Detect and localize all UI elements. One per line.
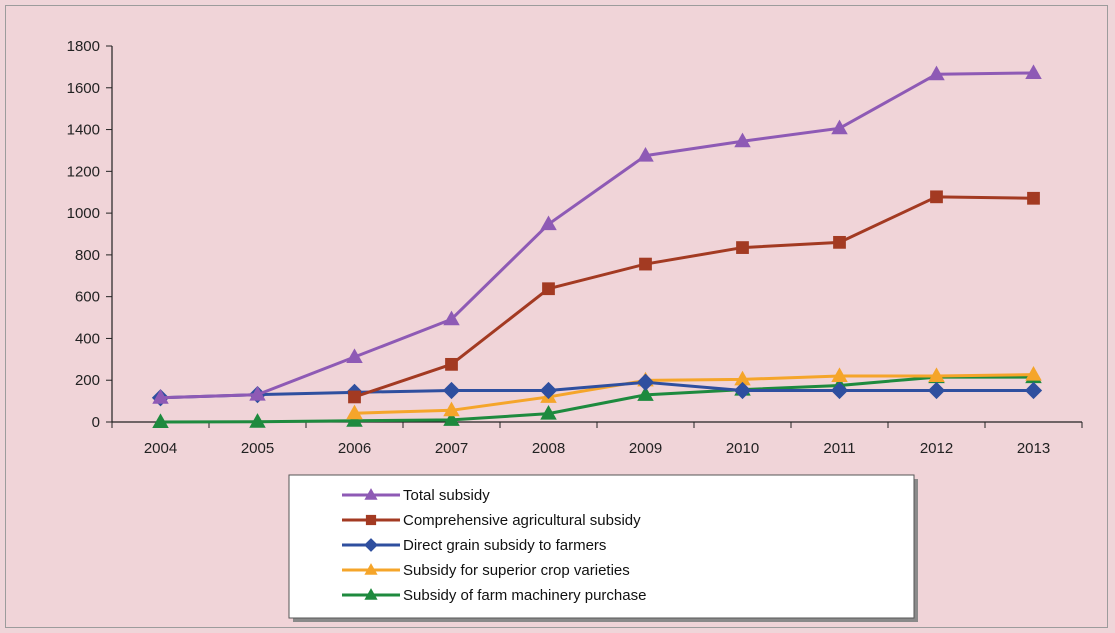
y-tick-label: 1200: [67, 163, 100, 180]
x-tick-label: 2013: [1017, 440, 1050, 457]
data-point: [249, 413, 266, 428]
data-point: [540, 215, 557, 231]
data-point: [443, 411, 460, 426]
data-point: [346, 412, 363, 427]
data-point: [348, 390, 361, 404]
data-point: [346, 404, 363, 420]
legend-label: Subsidy of farm machinery purchase: [403, 587, 646, 604]
data-point: [830, 381, 849, 400]
data-point: [1027, 191, 1040, 205]
y-tick-label: 600: [75, 289, 100, 306]
data-point: [831, 119, 848, 135]
legend-marker: [364, 538, 378, 552]
data-point: [442, 381, 461, 400]
legend-entry: Direct grain subsidy to farmers: [342, 537, 606, 554]
legend-entry: Comprehensive agricultural subsidy: [342, 512, 641, 529]
legend-entry: Subsidy for superior crop varieties: [342, 562, 630, 579]
legend-label: Comprehensive agricultural subsidy: [403, 512, 641, 529]
plot-area: [151, 64, 1043, 428]
data-point: [443, 401, 460, 417]
data-point: [637, 147, 654, 162]
legend-label: Subsidy for superior crop varieties: [403, 562, 630, 579]
legend-marker: [364, 588, 378, 600]
y-tick-label: 1000: [67, 205, 100, 222]
data-point: [1025, 365, 1042, 381]
data-point: [927, 381, 946, 400]
legend-label: Direct grain subsidy to farmers: [403, 537, 606, 554]
data-point: [733, 381, 752, 400]
series-line: [160, 380, 1034, 400]
legend-label: Total subsidy: [403, 487, 490, 504]
y-tick-label: 200: [75, 372, 100, 389]
data-point: [636, 373, 655, 391]
data-point: [542, 282, 555, 296]
legend-marker: [364, 563, 378, 575]
y-tick-label: 800: [75, 247, 100, 264]
data-point: [539, 381, 558, 400]
data-point: [736, 241, 749, 254]
legend-marker: [365, 514, 377, 526]
legend: Total subsidy Comprehensive agricultural …: [288, 474, 918, 622]
data-point: [1025, 64, 1042, 79]
x-tick-label: 2009: [629, 440, 662, 457]
data-point: [833, 235, 846, 249]
x-tick-label: 2008: [532, 440, 565, 457]
data-point: [928, 367, 945, 383]
y-tick-label: 1400: [67, 122, 100, 139]
y-tick-label: 1600: [67, 80, 100, 97]
chart-frame: 0 200 400 600 800 1000 1200 1400 1600 1800 2004 200…: [5, 5, 1108, 628]
data-point: [346, 348, 363, 364]
data-point: [930, 190, 943, 204]
x-tick-label: 2005: [241, 440, 274, 457]
data-point: [152, 389, 169, 404]
data-point: [540, 405, 557, 420]
x-tick-label: 2006: [338, 440, 371, 457]
data-point: [831, 367, 848, 383]
data-point: [928, 65, 945, 81]
data-point: [734, 132, 751, 148]
data-point: [639, 257, 652, 271]
series-line: [354, 195, 1034, 399]
y-tick-label: 1800: [67, 38, 100, 55]
x-tick-label: 2004: [144, 440, 177, 457]
x-tick-label: 2012: [920, 440, 953, 457]
data-point: [1024, 381, 1043, 400]
data-point: [445, 357, 458, 371]
legend-entry: Subsidy of farm machinery purchase: [342, 587, 646, 604]
series-line: [354, 373, 1034, 415]
axes: 0 200 400 600 800 1000 1200 1400 1600 1800 2004 200…: [67, 38, 1083, 457]
legend-entry: Total subsidy: [342, 487, 490, 504]
legend-marker: [364, 488, 378, 500]
series-0: [152, 64, 1042, 404]
x-tick-label: 2011: [823, 440, 855, 457]
data-point: [152, 413, 169, 428]
series-line: [160, 71, 1034, 400]
data-point: [443, 310, 460, 326]
x-tick-label: 2010: [726, 440, 759, 457]
x-tick-label: 2007: [435, 440, 468, 457]
series-1: [348, 190, 1040, 404]
y-tick-label: 0: [92, 414, 100, 431]
data-point: [734, 370, 751, 386]
data-point: [249, 386, 266, 401]
y-tick-label: 400: [75, 330, 100, 347]
line-chart: 0 200 400 600 800 1000 1200 1400 1600 1800 2004 200…: [67, 38, 1083, 622]
data-point: [637, 386, 654, 401]
series-line: [160, 375, 1034, 424]
